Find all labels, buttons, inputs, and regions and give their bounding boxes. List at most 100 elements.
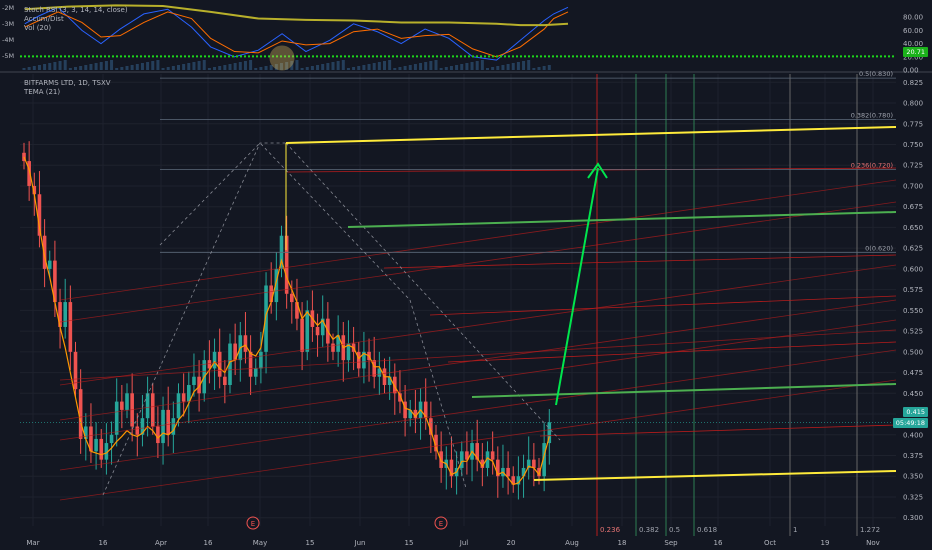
fib-level-label: 0.5(0.830) (859, 70, 893, 78)
time-tick-label: Mar (26, 539, 39, 547)
fan-line (59, 264, 897, 386)
volume-bar (475, 61, 479, 70)
volume-bar (383, 61, 386, 70)
price-tick-label: 0.650 (903, 224, 923, 232)
volume-bar (192, 62, 196, 70)
candle-body (408, 409, 413, 419)
volume-bar (58, 61, 62, 70)
target-arrowhead (587, 162, 608, 179)
volume-bar (280, 63, 283, 70)
fan-line (59, 379, 897, 501)
candle-body (109, 434, 114, 444)
time-tick-label: 19 (821, 539, 830, 547)
volume-bar (79, 66, 83, 70)
candle-body (413, 409, 418, 419)
last-price-tag: 0.415 (903, 407, 928, 417)
candle-body (320, 318, 325, 336)
countdown-tag: 05:49:18 (892, 418, 928, 428)
volume-bar (140, 63, 144, 70)
volume-bar (269, 65, 273, 70)
price-tick-label: 0.675 (903, 203, 923, 211)
volume-bar (146, 62, 150, 70)
candle-body (537, 467, 541, 477)
volume-bar (285, 62, 289, 70)
volume-bar (434, 60, 438, 70)
volume-bar (403, 66, 407, 70)
time-fib-label: 0.382 (639, 526, 659, 534)
rsi-value-tag: 20.71 (903, 47, 928, 57)
candle-body (336, 335, 340, 352)
volume-bar (362, 65, 366, 70)
price-tick-label: 0.625 (903, 245, 923, 253)
candle-body (362, 351, 366, 369)
candle-body (542, 443, 546, 477)
accum-legend[interactable]: Accum/Dist (24, 15, 64, 23)
volume-bar (151, 61, 155, 70)
volume-bar (295, 60, 299, 70)
candle-body (532, 459, 536, 468)
volume-bar (290, 61, 294, 70)
price-tick-label: 0.750 (903, 141, 923, 149)
volume-bar (37, 65, 41, 70)
volume-bar (470, 62, 474, 70)
volume-bar (156, 60, 160, 70)
candle-body (181, 393, 186, 402)
tema-legend[interactable]: TEMA (21) (24, 88, 61, 96)
candle-body (233, 343, 237, 361)
candle-body (315, 326, 320, 336)
fib-level-label: 0(0.620) (865, 244, 893, 252)
time-fib-label: 0.618 (697, 526, 717, 534)
candle-body (84, 426, 88, 439)
time-tick-label: Apr (155, 539, 167, 547)
highlight-circle (269, 45, 295, 71)
dashed-pattern (285, 142, 561, 441)
candle-body (150, 393, 155, 427)
channel-mid-line (347, 211, 897, 228)
volume-bar (547, 65, 551, 70)
vol-legend[interactable]: Vol (20) (24, 24, 52, 32)
volume-bar (527, 60, 531, 70)
volume-bar (22, 68, 26, 70)
candle-body (372, 360, 376, 377)
candle-body (27, 161, 31, 186)
volume-bar (99, 62, 103, 70)
volume-bar (32, 66, 36, 70)
fan-line (59, 319, 897, 441)
tema-line (23, 156, 550, 486)
stoch-legend[interactable]: Stoch RSI (3, 3, 14, 14, close) (24, 6, 128, 14)
volume-bar (393, 68, 397, 70)
candle-body (356, 351, 361, 369)
volume-bar (465, 63, 469, 70)
volume-bar (444, 67, 448, 70)
volume-bar (218, 66, 222, 70)
price-tick-label: 0.475 (903, 369, 923, 377)
candle-body (212, 351, 217, 369)
volume-bar (120, 67, 124, 70)
candle-body (99, 438, 104, 460)
candle-body (274, 268, 279, 303)
event-marker-label: E (251, 520, 255, 528)
candle-body (217, 351, 222, 377)
volume-bar (449, 66, 453, 70)
symbol-legend[interactable]: BITFARMS LTD, 1D, TSXV (24, 79, 111, 87)
volume-bar (125, 66, 129, 70)
candle-body (259, 351, 263, 369)
candle-body (511, 476, 516, 485)
candle-body (465, 451, 469, 460)
candle-body (58, 302, 62, 327)
price-tick-label: 0.500 (903, 348, 923, 356)
fan-line (539, 424, 897, 437)
candle-body (145, 393, 150, 419)
volume-bar (305, 67, 309, 70)
fan-line (59, 329, 897, 381)
candle-body (47, 260, 52, 269)
volume-bar (130, 65, 134, 70)
volume-bar (388, 60, 392, 70)
time-fib-label: 1 (793, 526, 797, 534)
volume-bar (316, 65, 320, 70)
volume-bar (213, 67, 217, 70)
candle-body (223, 376, 227, 386)
volume-bar (480, 60, 484, 70)
volume-bar (522, 61, 526, 70)
